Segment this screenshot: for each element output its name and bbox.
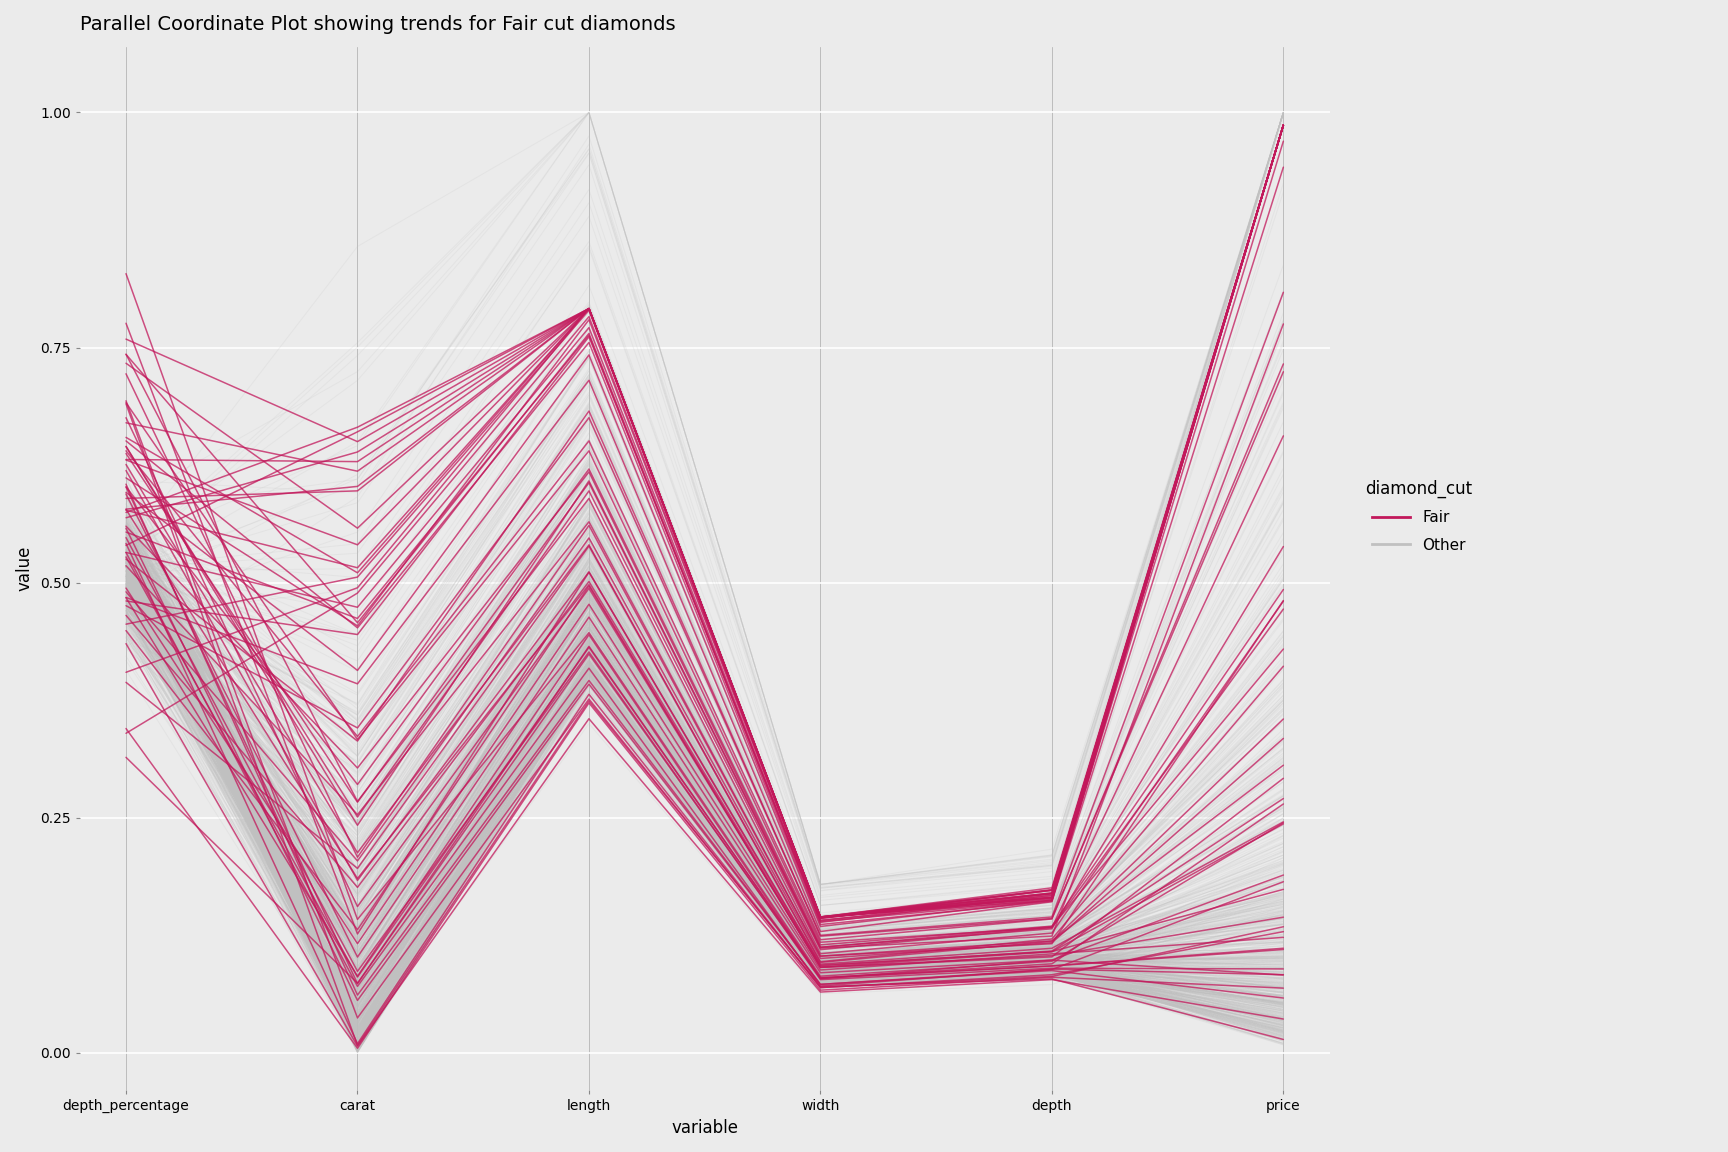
Text: Parallel Coordinate Plot showing trends for Fair cut diamonds: Parallel Coordinate Plot showing trends … [79, 15, 676, 35]
Bar [473, 47, 705, 1090]
Bar [937, 47, 1168, 1090]
Bar [242, 47, 473, 1090]
Bar [705, 47, 937, 1090]
Y-axis label: value: value [16, 546, 33, 591]
X-axis label: variable: variable [670, 1119, 738, 1137]
Bar [1168, 47, 1400, 1090]
Legend: Fair, Other: Fair, Other [1350, 464, 1488, 568]
Bar [10, 47, 242, 1090]
